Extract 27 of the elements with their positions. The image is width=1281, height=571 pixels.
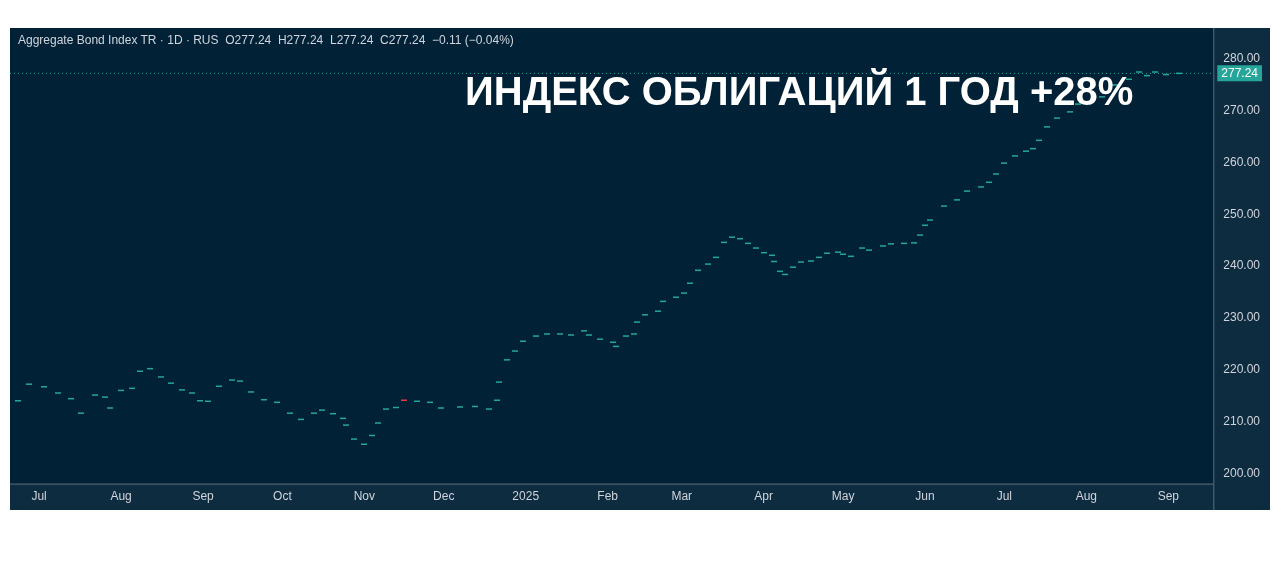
x-tick-label: Mar — [671, 489, 693, 504]
x-tick-label: Jul — [996, 489, 1013, 504]
text: ИНДЕКС ОБЛИГАЦИЙ 1 ГОД +28% — [465, 68, 1134, 114]
text: Aggregate Bond Index TR · 1D · RUS O277.24 H277.24 L277.24 C277.24 −0.11 (−0.04%) — [18, 33, 514, 48]
x-tick-label: Jun — [915, 489, 935, 504]
x-tick-label: Apr — [754, 489, 774, 504]
y-tick-label: 280.00 — [1223, 51, 1261, 66]
x-tick-label: 2025 — [512, 489, 540, 504]
y-tick-label: 210.00 — [1223, 413, 1261, 428]
y-tick-label: 220.00 — [1223, 362, 1261, 377]
y-tick-label: 230.00 — [1223, 310, 1261, 325]
x-tick-label: May — [831, 489, 855, 504]
x-tick-label: Nov — [353, 489, 376, 504]
x-tick-label: Aug — [1075, 489, 1098, 504]
x-tick-label: Aug — [110, 489, 132, 504]
y-tick-label: 250.00 — [1223, 206, 1261, 221]
x-tick-label: Dec — [433, 489, 455, 504]
x-tick-label: Sep — [1157, 489, 1180, 504]
y-tick-label: 260.00 — [1223, 154, 1261, 169]
x-tick-label: Jul — [31, 489, 47, 504]
x-tick-label: Sep — [192, 489, 215, 504]
x-tick-label: Feb — [597, 489, 619, 504]
y-tick-label: 270.00 — [1223, 103, 1261, 118]
x-tick-label: Oct — [273, 489, 293, 504]
y-tick-label: 240.00 — [1223, 258, 1261, 273]
y-tick-label: 200.00 — [1223, 465, 1261, 480]
ref-line-label: 277.24 — [1221, 65, 1259, 80]
